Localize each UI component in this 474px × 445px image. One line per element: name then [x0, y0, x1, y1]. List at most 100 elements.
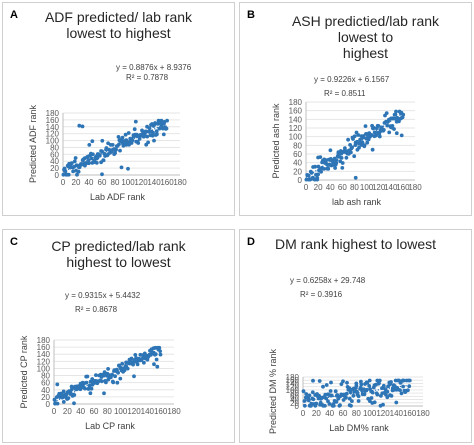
data-point — [356, 399, 361, 403]
x-tick-label: 180 — [173, 178, 187, 187]
data-point — [144, 142, 149, 147]
title-line: DM rank highest to lowest — [274, 236, 437, 252]
x-tick-label: 160 — [403, 409, 417, 418]
y-tick-label: 120 — [286, 383, 300, 392]
y-tick-label: 100 — [37, 364, 51, 373]
data-point — [76, 169, 81, 174]
data-point — [364, 387, 369, 392]
y-tick-label: 160 — [37, 343, 51, 352]
data-point — [145, 357, 150, 362]
data-point — [359, 382, 364, 387]
y-tick-label: 0 — [295, 402, 300, 411]
x-tick-label: 80 — [350, 183, 359, 192]
x-axis-title: Lab DM% rank — [329, 423, 389, 433]
data-point — [69, 161, 74, 166]
y-tick-label: 40 — [293, 159, 302, 168]
data-point — [84, 380, 89, 385]
y-tick-label: 120 — [46, 130, 60, 139]
x-tick-label: 180 — [408, 183, 422, 192]
data-point — [311, 378, 315, 383]
y-tick-label: 0 — [298, 176, 303, 185]
x-tick-label: 100 — [121, 178, 135, 187]
data-point — [344, 395, 348, 400]
data-point — [310, 390, 315, 395]
data-point — [94, 373, 98, 377]
trend-equation: y = 0.6258x + 29.748 — [290, 276, 366, 285]
data-point — [132, 127, 137, 132]
data-point — [345, 380, 349, 385]
data-point — [329, 380, 333, 385]
title-line: ADF predicted/ lab rank — [44, 9, 193, 25]
data-point — [123, 132, 128, 137]
data-point — [97, 153, 102, 158]
data-point — [86, 387, 91, 391]
x-tick-label: 100 — [114, 407, 128, 416]
data-point — [104, 380, 108, 385]
data-point — [360, 140, 365, 145]
data-point — [117, 142, 121, 147]
data-point — [394, 109, 398, 114]
data-point — [113, 374, 117, 379]
y-tick-label: 160 — [286, 376, 300, 385]
data-point — [357, 145, 361, 150]
x-tick-label: 0 — [61, 178, 66, 187]
y-tick-label: 100 — [289, 133, 303, 142]
data-point — [341, 398, 346, 402]
data-point — [101, 158, 106, 163]
data-point — [343, 146, 347, 151]
data-point — [104, 146, 109, 150]
data-point — [142, 360, 146, 365]
x-tick-label: 100 — [363, 409, 377, 418]
y-tick-label: 60 — [290, 392, 299, 401]
data-point — [302, 399, 307, 403]
data-point — [394, 400, 399, 405]
data-point — [399, 133, 404, 138]
data-point — [316, 155, 320, 160]
data-point — [133, 119, 138, 124]
data-point — [401, 378, 405, 383]
x-tick-label: 40 — [325, 409, 334, 418]
data-point — [63, 169, 68, 174]
data-point — [339, 382, 344, 386]
data-point — [401, 112, 406, 117]
y-tick-label: 60 — [41, 379, 50, 388]
data-point — [132, 374, 136, 379]
title-line: lowest to — [337, 29, 394, 45]
y-tick-label: 0 — [46, 400, 51, 409]
data-point — [116, 135, 121, 139]
data-point — [362, 392, 367, 397]
data-point — [155, 132, 159, 137]
panel-letter: B — [247, 9, 255, 21]
data-point — [153, 352, 158, 356]
x-tick-label: 60 — [98, 178, 107, 187]
x-axis-title: Lab CP rank — [85, 421, 135, 431]
data-point — [334, 400, 339, 404]
y-tick-label: 100 — [286, 386, 300, 395]
data-point — [136, 141, 141, 145]
x-tick-label: 20 — [312, 409, 321, 418]
data-point — [307, 393, 312, 398]
y-tick-label: 180 — [289, 98, 303, 107]
data-point — [114, 147, 118, 152]
data-point — [61, 389, 66, 394]
data-point — [319, 169, 323, 174]
data-point — [87, 383, 92, 388]
data-point — [398, 388, 402, 392]
data-point — [328, 389, 333, 393]
data-point — [321, 384, 325, 389]
data-point — [344, 155, 349, 160]
data-point — [120, 361, 125, 366]
y-tick-label: 40 — [50, 157, 59, 166]
data-point — [52, 397, 57, 402]
data-point — [72, 393, 77, 397]
data-point — [327, 402, 332, 406]
y-tick-label: 60 — [293, 150, 302, 159]
title-line: ASH predictied/lab rank — [291, 13, 440, 29]
data-point — [394, 131, 399, 136]
data-point — [358, 385, 363, 390]
data-point — [55, 382, 60, 387]
y-tick-label: 120 — [37, 357, 51, 366]
y-tick-label: 40 — [290, 396, 299, 405]
data-point — [385, 395, 390, 400]
